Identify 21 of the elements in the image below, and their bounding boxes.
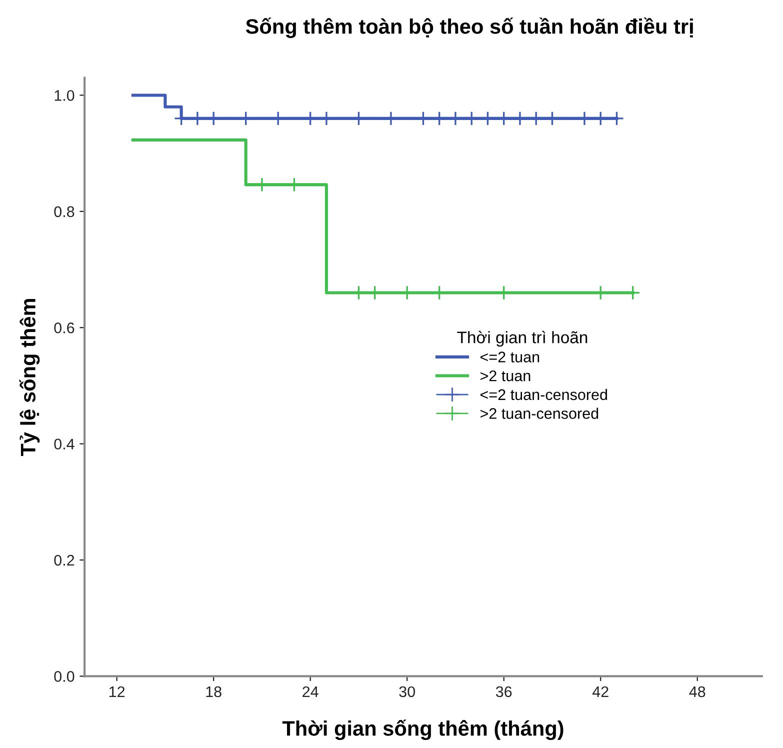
x-axis-title: Thời gian sống thêm (tháng): [282, 720, 564, 740]
x-tick-label: 30: [399, 686, 415, 698]
legend-label: >2 tuan-censored: [480, 408, 598, 419]
legend-label: <=2 tuan-censored: [480, 388, 608, 400]
y-axis-title: Tỷ lệ sống thêm: [19, 298, 40, 456]
x-tick-label: 18: [206, 686, 222, 698]
y-tick-label: 0.6: [54, 322, 74, 334]
legend-label: >2 tuan: [480, 370, 530, 382]
y-tick-label: 0.2: [54, 554, 74, 566]
x-tick-label: 12: [109, 686, 125, 697]
legend-label: <=2 tuan: [480, 352, 540, 362]
x-tick-label: 42: [592, 686, 608, 697]
chart-title: Sống thêm toàn bộ theo số tuần hoãn điều trị: [246, 18, 693, 38]
x-tick-label: 36: [496, 686, 512, 698]
x-tick-label: 24: [302, 686, 318, 697]
y-tick-label: 1.0: [54, 90, 74, 101]
x-tick-label: 48: [689, 686, 706, 698]
y-tick-label: 0.0: [54, 671, 74, 682]
legend-title: Thời gian trì hoãn: [457, 330, 588, 347]
y-tick-label: 0.8: [54, 206, 74, 218]
y-tick-label: 0.4: [54, 438, 74, 450]
